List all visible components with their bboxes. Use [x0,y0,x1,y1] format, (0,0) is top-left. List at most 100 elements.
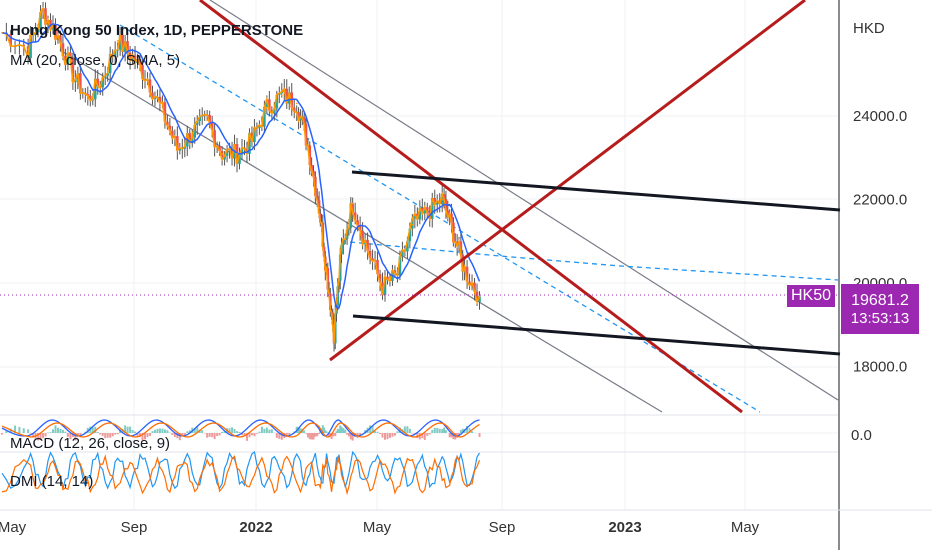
macd-histogram-bar [339,425,342,433]
candle-body [358,225,362,231]
macd-histogram-bar [91,427,94,433]
candle-body [315,196,319,201]
macd-histogram-bar [314,433,317,437]
candle-body [376,259,379,275]
macd-histogram-bar [29,433,32,434]
currency-label: HKD [853,20,885,37]
macd-histogram-bar [114,433,117,435]
x-tick-label: May [363,519,392,536]
candle-body [433,197,437,205]
macd-histogram-bar [436,427,439,433]
candle-body [36,28,40,33]
price-point [295,102,298,105]
candle-body [446,210,450,218]
candle-body [413,213,417,219]
macd-histogram-bar [176,433,179,439]
macd-histogram-bar [166,430,169,433]
macd-histogram-bar [347,433,350,437]
candle-body [213,130,216,147]
candle-body [393,270,397,274]
macd-histogram-bar [104,433,107,439]
macd-histogram-bar [330,433,333,440]
candle-body [218,146,221,151]
candle-body [113,50,117,57]
candle-body [61,43,65,56]
candle-body [195,121,199,126]
candle-body [317,200,321,214]
macd-histogram-bar [39,433,42,441]
price-point [396,273,399,276]
macd-histogram-bar [151,431,154,433]
dmi-indicator-label: DMI (14, 14) [10,473,94,490]
macd-histogram-bar [450,433,453,438]
macd-histogram-bar [99,433,102,435]
macd-histogram-bar [233,429,236,433]
x-tick-label: 2022 [239,519,272,536]
indicator-pane [0,414,838,496]
macd-histogram-bar [433,427,436,433]
symbol-badge: HK50 [787,285,835,307]
macd-histogram-bar [250,433,253,436]
candle-body [383,276,387,296]
macd-histogram-bar [471,431,474,433]
macd-histogram-bar [14,425,17,433]
candle-body [418,208,422,220]
macd-histogram-bar [69,433,72,440]
candle-body [461,254,465,272]
macd-histogram-bar [255,433,258,434]
candle-body [345,229,349,240]
macd-histogram-bar [285,433,288,437]
candle-body [304,124,308,146]
candle-body [263,107,266,127]
candle-body [118,34,122,50]
price-point [176,148,179,151]
dmi-minus-line [1,454,481,496]
price-point [441,198,444,201]
candle-body [176,136,179,151]
macd-histogram-bar [139,433,142,437]
macd-histogram-bar [54,425,57,433]
macd-histogram-bar [359,433,362,436]
price-point [27,48,29,50]
candle-body [210,122,214,131]
candle-body [188,133,192,144]
price-point [146,77,149,80]
macd-histogram-bar [131,430,134,433]
candle-body [74,79,77,83]
macd-histogram-bar [238,431,241,433]
macd-histogram-bar [51,429,54,433]
price-series [1,1,481,352]
macd-histogram-bar [101,433,104,436]
candle-body [220,150,224,160]
candle-body [190,137,194,144]
macd-histogram-bar [59,428,62,433]
candle-body [435,200,439,205]
macd-histogram-bar [381,433,384,438]
macd-signal-line [1,422,480,438]
candle-body [423,207,427,214]
macd-histogram-bar [305,433,308,434]
macd-histogram-bar [265,427,268,433]
candle-body [151,92,154,100]
macd-histogram-bar [416,433,419,439]
candle-body [342,239,345,246]
macd-histogram-bar [56,427,59,433]
macd-histogram-bar [335,431,338,433]
price-point [340,248,343,251]
macd-histogram-bar [49,432,52,433]
candle-body [240,147,244,155]
macd-histogram-bar [384,433,387,440]
x-tick-label: Sep [489,519,516,536]
macd-histogram-bar [444,430,447,433]
macd-histogram-bar [243,433,246,437]
macd-histogram-bar [459,430,462,433]
last-price-value: 19681.2 [851,291,909,309]
close-price-line [1,6,481,344]
candle-body [478,296,481,302]
macd-histogram-bar [388,433,391,438]
candle-body [386,276,389,280]
macd-histogram-bar [260,426,263,433]
macd-histogram-bar [206,433,209,438]
macd-histogram-bar [173,433,176,438]
